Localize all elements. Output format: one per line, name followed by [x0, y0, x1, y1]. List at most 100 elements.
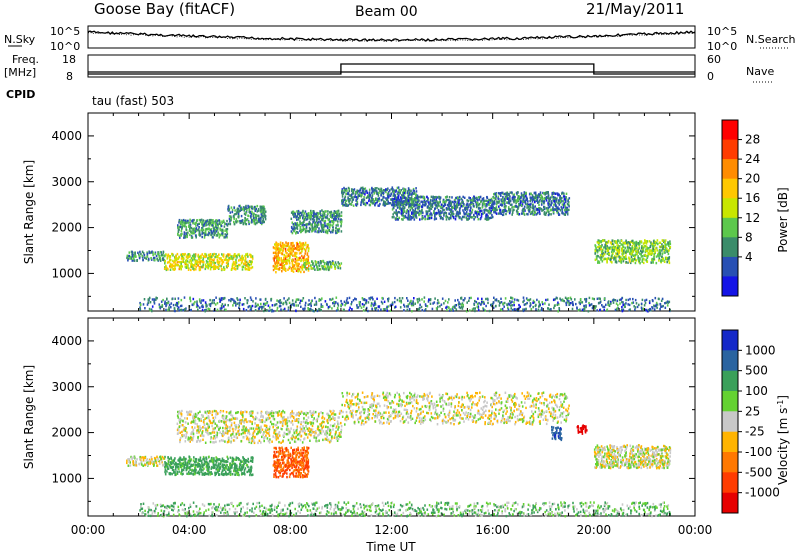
range-time-cell [297, 218, 300, 221]
range-time-cell [638, 258, 641, 261]
range-time-cell [260, 305, 262, 309]
range-time-cell [490, 303, 492, 307]
range-time-cell [541, 309, 543, 312]
range-time-cell [564, 200, 567, 204]
range-time-cell [264, 210, 267, 213]
range-time-cell [253, 205, 256, 209]
range-time-cell [452, 216, 455, 219]
range-time-cell [459, 206, 461, 210]
range-time-cell [455, 196, 457, 200]
range-time-cell [517, 299, 520, 302]
range-time-cell [247, 305, 250, 309]
range-time-cell [513, 208, 515, 212]
range-time-cell [181, 254, 183, 257]
range-time-cell [185, 259, 188, 262]
range-time-cell [356, 200, 359, 203]
range-time-cell [173, 307, 176, 310]
range-time-cell [591, 306, 594, 310]
range-time-cell [248, 260, 251, 264]
range-time-cell [651, 257, 654, 261]
range-time-cell [129, 257, 131, 260]
range-time-cell [215, 266, 218, 269]
range-time-cell [237, 298, 239, 302]
range-time-cell [381, 190, 383, 193]
range-time-cell [423, 196, 426, 199]
range-time-cell [276, 309, 278, 312]
range-time-cell [373, 200, 376, 204]
range-time-cell [301, 250, 303, 253]
range-time-cell [561, 192, 563, 195]
range-time-cell [606, 249, 609, 252]
range-time-cell [498, 207, 501, 210]
range-time-cell [147, 301, 150, 304]
range-time-cell [523, 212, 525, 215]
range-time-cell [531, 195, 534, 199]
range-time-cell [429, 302, 432, 305]
range-time-cell [617, 239, 619, 242]
range-time-cell [240, 208, 242, 211]
range-time-cell [433, 196, 436, 199]
range-time-cell [304, 307, 306, 310]
range-time-cell [564, 210, 567, 214]
range-time-cell [345, 299, 348, 302]
range-time-cell [205, 253, 207, 256]
range-time-cell [313, 265, 315, 268]
range-time-cell [516, 200, 518, 203]
range-time-cell [233, 253, 236, 256]
range-time-cell [352, 189, 355, 193]
range-time-cell [166, 257, 169, 260]
range-time-cell [281, 245, 284, 248]
range-time-cell [199, 265, 201, 269]
range-time-cell [213, 228, 216, 231]
range-time-cell [332, 220, 335, 224]
range-time-cell [399, 196, 402, 199]
range-time-cell [481, 203, 484, 206]
range-time-cell [552, 195, 555, 199]
range-time-cell [225, 308, 227, 311]
range-time-cell [557, 201, 559, 205]
range-time-cell [561, 203, 564, 206]
range-time-cell [253, 208, 256, 211]
range-time-cell [428, 206, 431, 210]
range-time-cell [540, 195, 543, 198]
range-time-cell [300, 244, 303, 248]
range-time-cell [636, 305, 639, 309]
range-time-cell [558, 193, 560, 196]
range-time-cell [361, 297, 364, 300]
range-time-cell [251, 266, 254, 269]
range-time-cell [201, 299, 203, 302]
range-time-cell [331, 220, 333, 223]
range-time-cell [326, 264, 329, 267]
range-time-cell [228, 257, 230, 260]
range-time-cell [653, 257, 655, 260]
range-time-cell [210, 261, 212, 264]
range-time-cell [467, 203, 469, 207]
range-time-cell [294, 260, 296, 264]
range-time-cell [364, 191, 366, 194]
range-time-cell [558, 307, 560, 310]
range-time-cell [226, 232, 229, 236]
range-time-cell [403, 190, 406, 193]
range-time-cell [185, 232, 187, 236]
range-time-cell [516, 205, 518, 209]
range-time-cell [391, 208, 394, 211]
range-time-cell [287, 306, 290, 309]
range-time-cell [319, 210, 321, 213]
range-time-cell [337, 304, 340, 307]
range-time-cell [202, 219, 205, 222]
range-time-cell [601, 250, 604, 253]
range-time-cell [228, 299, 230, 302]
range-time-cell [297, 231, 299, 234]
range-time-cell [517, 207, 519, 210]
range-time-cell [600, 257, 603, 261]
range-time-cell [445, 207, 448, 210]
range-time-cell [308, 299, 310, 302]
range-time-cell [304, 258, 307, 261]
range-time-cell [250, 266, 252, 270]
range-time-cell [294, 212, 296, 216]
range-time-cell [202, 305, 204, 308]
range-time-cell [481, 206, 484, 209]
range-time-cell [643, 241, 646, 245]
range-time-cell [653, 304, 655, 307]
range-time-cell [196, 224, 199, 227]
